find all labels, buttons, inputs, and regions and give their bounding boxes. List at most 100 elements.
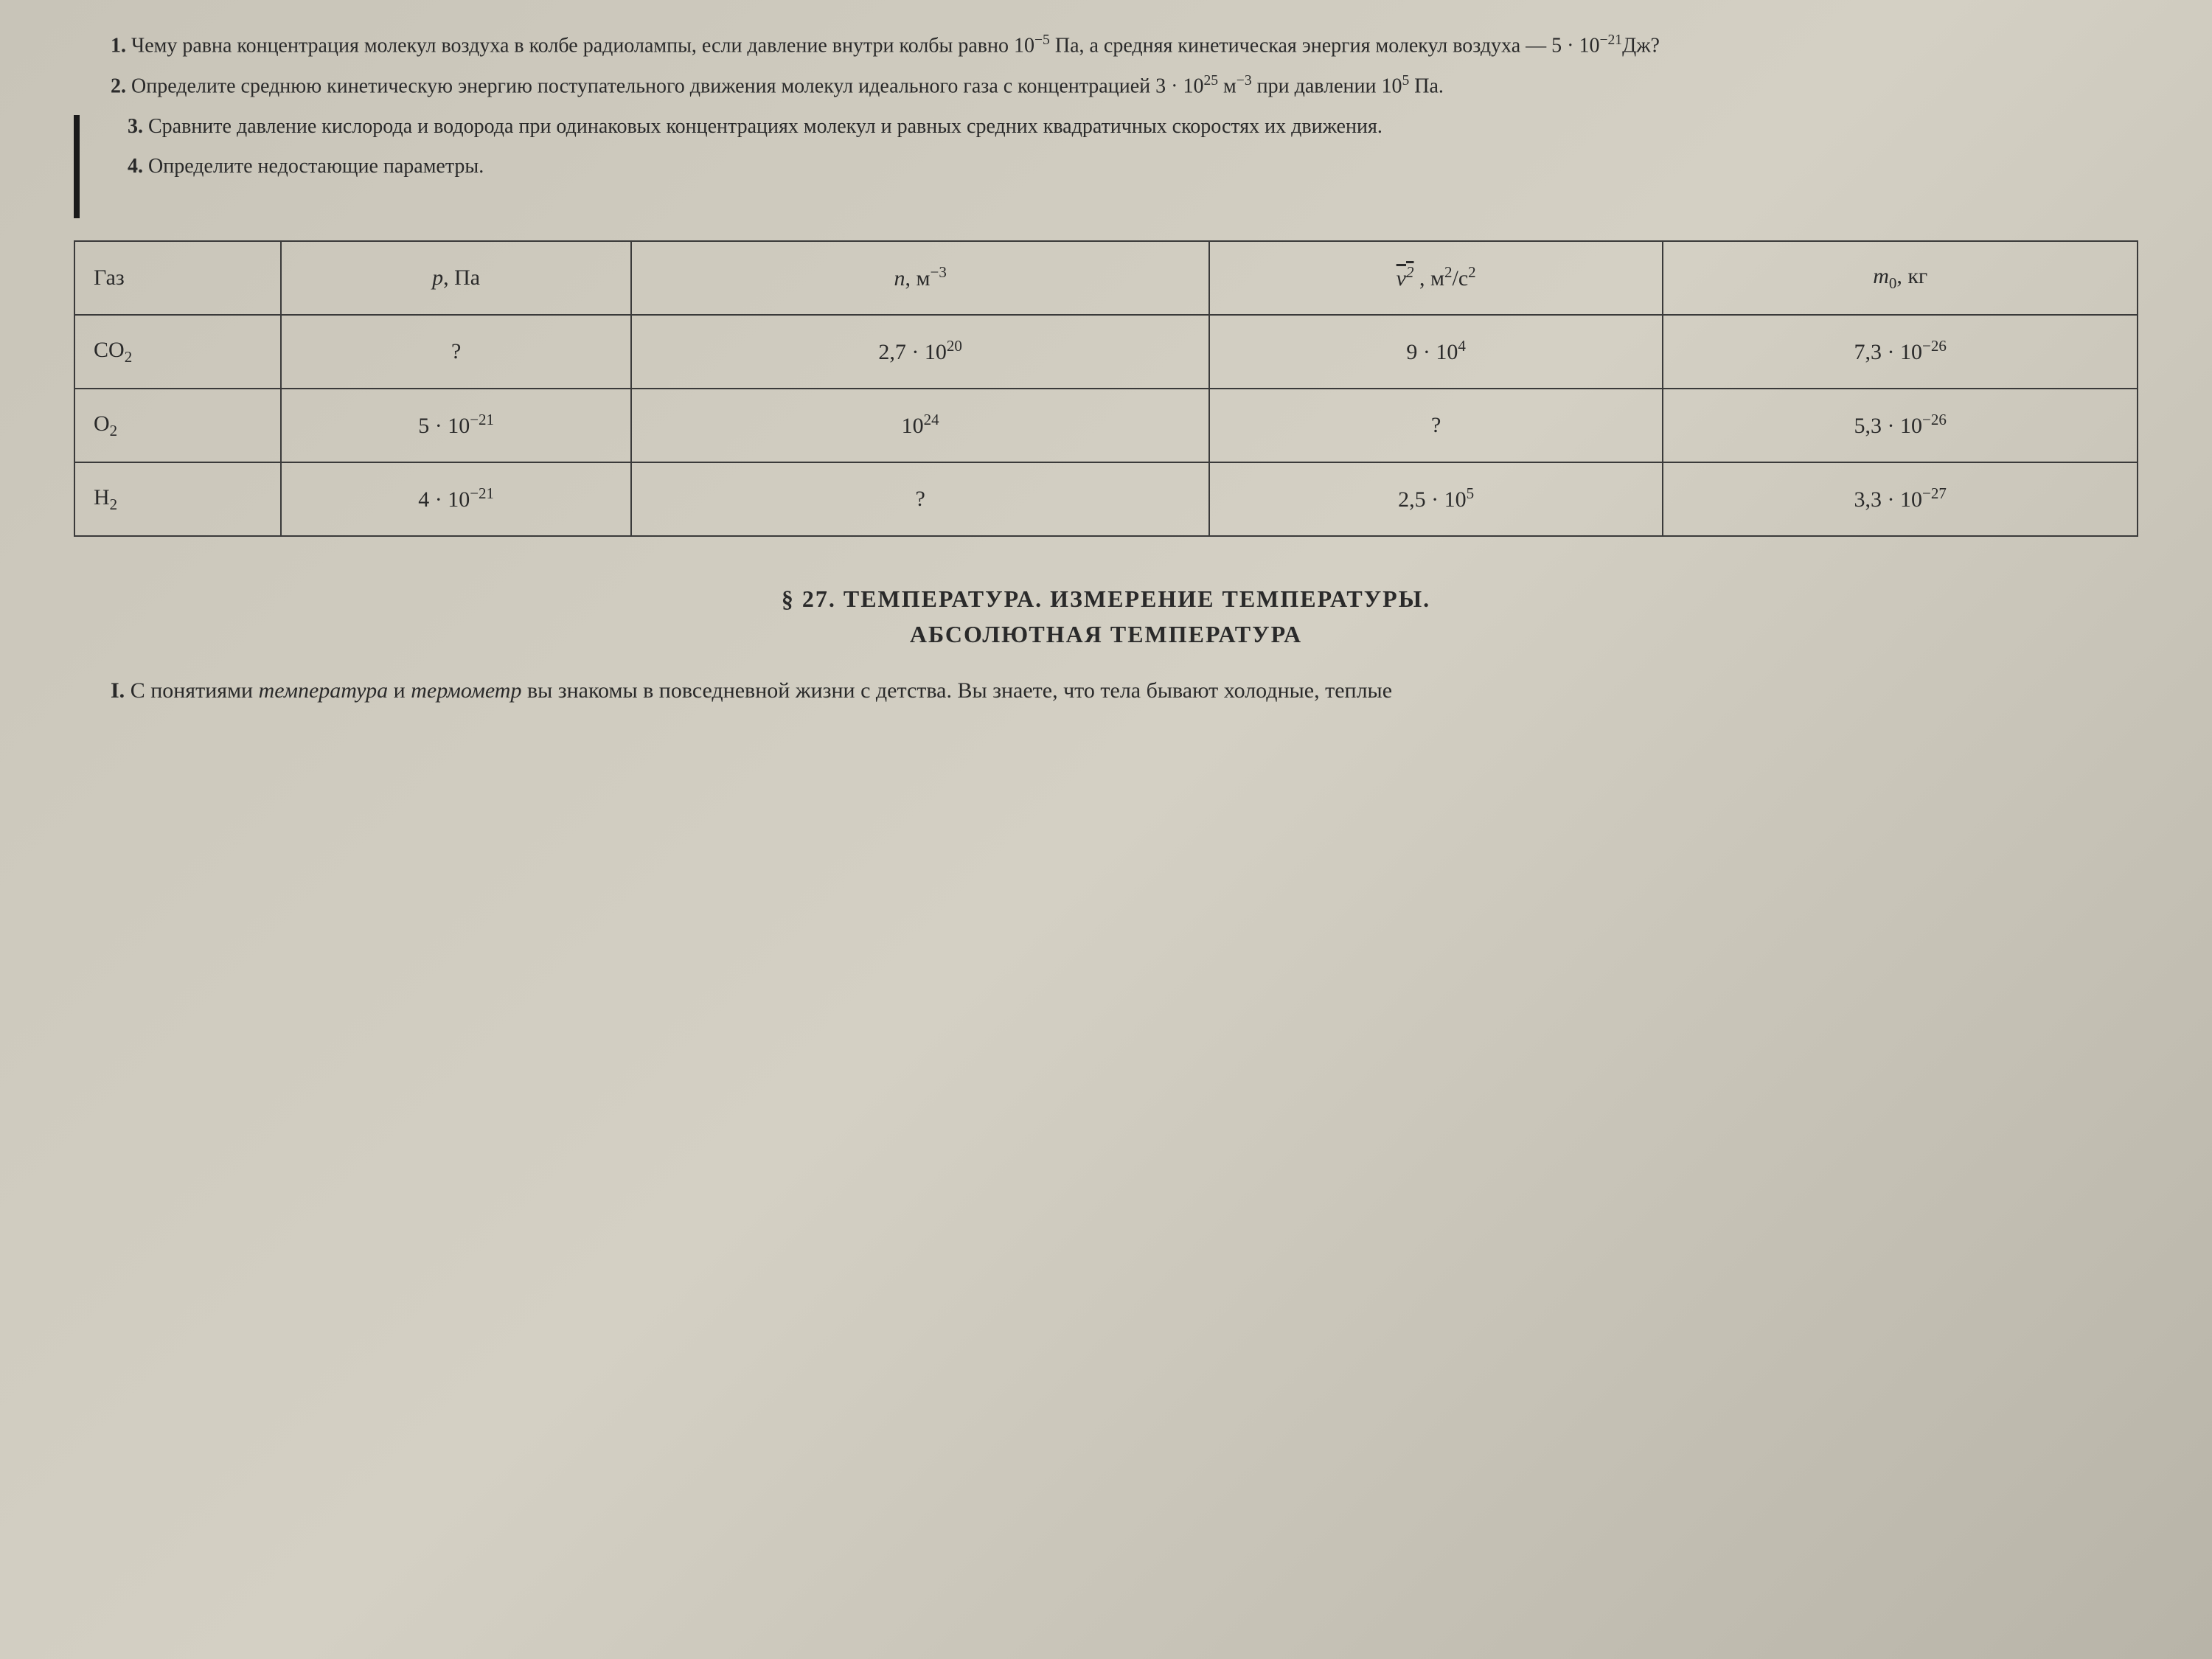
section-27-title: § 27. ТЕМПЕРАТУРА. ИЗМЕРЕНИЕ ТЕМПЕРАТУРЫ… — [74, 581, 2138, 652]
header-gas: Газ — [74, 241, 281, 315]
problem-1-text-c: Дж? — [1622, 34, 1660, 57]
body-text-b: и — [388, 678, 411, 703]
header-m-unit: , кг — [1896, 264, 1927, 288]
header-v-unit2: /с — [1452, 266, 1468, 291]
header-m-symbol: m — [1873, 264, 1889, 288]
barred-problems: 3. Сравните давление кислорода и водород… — [74, 111, 2138, 182]
header-n-unit: , м — [905, 266, 931, 291]
section-prefix: § 27. — [782, 585, 836, 612]
cell-co2-v: 9 · 104 — [1209, 315, 1663, 389]
problem-1-text-b: Па, а средняя кинетическая энергия молек… — [1050, 34, 1600, 57]
co2-symbol: CO — [94, 338, 125, 362]
table-header-row: Газ p, Па n, м−3 v2 , м2/с2 m0, кг — [74, 241, 2138, 315]
problem-2-text-a: Определите среднюю кинетическую энергию … — [131, 75, 1203, 98]
co2-p-value: ? — [451, 339, 461, 364]
header-m-sub: 0 — [1889, 274, 1897, 292]
problem-2-text-d: Па. — [1409, 75, 1444, 98]
h2-p-exp: −21 — [470, 484, 494, 502]
cell-h2-m: 3,3 · 10−27 — [1663, 462, 2138, 536]
header-v-unit1: , м — [1414, 266, 1444, 291]
h2-symbol: H — [94, 485, 110, 509]
body-paragraph: I. С понятиями температура и термометр в… — [74, 674, 2138, 707]
problem-2: 2. Определите среднюю кинетическую энерг… — [74, 70, 2138, 102]
cell-h2-gas: H2 — [74, 462, 281, 536]
co2-v-exp: 4 — [1458, 337, 1466, 355]
cell-co2-p: ? — [281, 315, 632, 389]
body-text-a: С понятиями — [131, 678, 259, 703]
header-p-unit: , Па — [443, 265, 480, 290]
problem-1-exp-2: −21 — [1599, 32, 1622, 48]
problem-2-number: 2. — [111, 75, 126, 98]
header-n-exp: −3 — [930, 263, 946, 281]
problem-1-number: 1. — [111, 34, 126, 57]
cell-co2-gas: CO2 — [74, 315, 281, 389]
problem-2-text-c: при давлении 10 — [1252, 75, 1402, 98]
problem-2-text-b: м — [1218, 75, 1237, 98]
table-row-h2: H2 4 · 10−21 ? 2,5 · 105 3,3 · 10−27 — [74, 462, 2138, 536]
header-v-sup2: 2 — [1444, 263, 1453, 281]
o2-v-value: ? — [1431, 413, 1441, 437]
body-italic-1: температура — [259, 678, 389, 703]
co2-n-exp: 20 — [947, 337, 962, 355]
header-p-symbol: p — [432, 265, 443, 290]
header-concentration: n, м−3 — [631, 241, 1208, 315]
header-pressure: p, Па — [281, 241, 632, 315]
co2-sub: 2 — [125, 348, 133, 366]
header-mass: m0, кг — [1663, 241, 2138, 315]
table-row-o2: O2 5 · 10−21 1024 ? 5,3 · 10−26 — [74, 389, 2138, 462]
header-v-sup1: 2 — [1406, 263, 1414, 281]
h2-n-value: ? — [916, 487, 925, 511]
problem-1-text-a: Чему равна концентрация молекул воздуха … — [131, 34, 1034, 57]
h2-sub: 2 — [110, 495, 118, 513]
section-title-line-1: ТЕМПЕРАТУРА. ИЗМЕРЕНИЕ ТЕМПЕРАТУРЫ. — [844, 585, 1430, 612]
header-v-sup3: 2 — [1468, 263, 1476, 281]
body-text-c: вы знакомы в повсе­дневной жизни с детст… — [521, 678, 1392, 703]
cell-h2-p: 4 · 10−21 — [281, 462, 632, 536]
problem-4: 4. Определите недостающие параметры. — [74, 151, 2138, 182]
problem-3-number: 3. — [128, 115, 143, 138]
problem-1: 1. Чему равна концентрация молекул возду… — [74, 29, 2138, 61]
problem-2-exp-1: 25 — [1203, 73, 1218, 88]
o2-symbol: O — [94, 411, 110, 436]
o2-p-exp: −21 — [470, 411, 494, 428]
o2-m-exp: −26 — [1922, 411, 1947, 428]
co2-n-base: 2,7 · 10 — [878, 340, 947, 364]
h2-m-base: 3,3 · 10 — [1854, 487, 1923, 512]
cell-co2-n: 2,7 · 1020 — [631, 315, 1208, 389]
h2-m-exp: −27 — [1922, 484, 1947, 502]
o2-sub: 2 — [110, 422, 118, 439]
cell-h2-v: 2,5 · 105 — [1209, 462, 1663, 536]
emphasis-bar — [74, 115, 80, 218]
o2-p-base: 5 · 10 — [418, 414, 470, 438]
h2-v-exp: 5 — [1467, 484, 1475, 502]
problem-4-number: 4. — [128, 155, 143, 178]
problem-1-exp-1: −5 — [1034, 32, 1050, 48]
cell-o2-n: 1024 — [631, 389, 1208, 462]
o2-m-base: 5,3 · 10 — [1854, 414, 1923, 438]
o2-n-exp: 24 — [924, 411, 939, 428]
header-gas-label: Газ — [94, 265, 125, 290]
section-title-line-2: АБСОЛЮТНАЯ ТЕМПЕРАТУРА — [910, 621, 1302, 647]
problem-4-text: Определите недостающие параметры. — [148, 155, 484, 178]
header-velocity-sq: v2 , м2/с2 — [1209, 241, 1663, 315]
cell-h2-n: ? — [631, 462, 1208, 536]
cell-o2-v: ? — [1209, 389, 1663, 462]
h2-v-base: 2,5 · 10 — [1398, 487, 1467, 512]
problem-3-text: Сравните давление кислорода и водорода п… — [148, 115, 1382, 138]
co2-m-base: 7,3 · 10 — [1854, 340, 1923, 364]
body-number: I. — [111, 678, 125, 703]
parameters-table: Газ p, Па n, м−3 v2 , м2/с2 m0, кг C — [74, 240, 2138, 537]
cell-o2-p: 5 · 10−21 — [281, 389, 632, 462]
problem-3: 3. Сравните давление кислорода и водород… — [74, 111, 2138, 142]
header-v-letter: v — [1397, 266, 1406, 291]
cell-o2-m: 5,3 · 10−26 — [1663, 389, 2138, 462]
problem-2-exp-2: −3 — [1237, 73, 1252, 88]
problem-2-exp-3: 5 — [1402, 73, 1409, 88]
cell-co2-m: 7,3 · 10−26 — [1663, 315, 2138, 389]
table-row-co2: CO2 ? 2,7 · 1020 9 · 104 7,3 · 10−26 — [74, 315, 2138, 389]
header-v-symbol: v2 — [1397, 266, 1414, 291]
co2-m-exp: −26 — [1922, 337, 1947, 355]
body-italic-2: термометр — [411, 678, 521, 703]
o2-n-base: 10 — [902, 414, 924, 438]
co2-v-base: 9 · 10 — [1406, 340, 1458, 364]
